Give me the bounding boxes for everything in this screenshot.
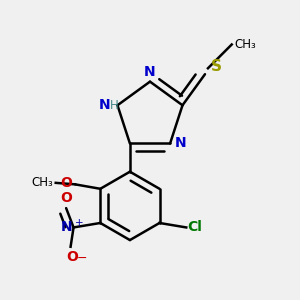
Text: N: N [60, 220, 72, 234]
Text: O: O [60, 191, 72, 205]
Text: CH₃: CH₃ [31, 176, 53, 189]
Text: +: + [75, 218, 84, 228]
Text: N: N [144, 65, 156, 79]
Text: S: S [211, 59, 222, 74]
Text: O: O [66, 250, 78, 264]
Text: O: O [60, 176, 72, 190]
Text: N: N [98, 98, 110, 112]
Text: Cl: Cl [188, 220, 203, 234]
Text: −: − [77, 252, 88, 265]
Text: CH₃: CH₃ [235, 38, 256, 51]
Text: H: H [110, 99, 119, 112]
Text: N: N [175, 136, 186, 151]
